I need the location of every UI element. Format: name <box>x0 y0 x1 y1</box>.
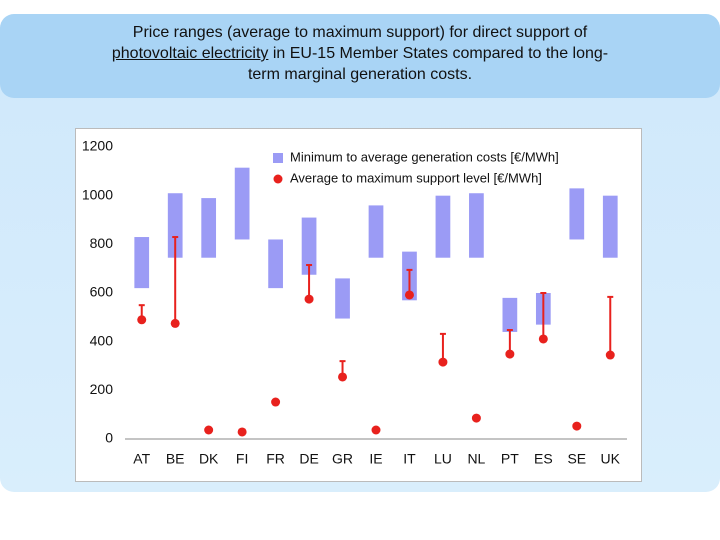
x-tick-label: BE <box>166 451 185 467</box>
range-bar <box>502 297 518 332</box>
y-tick-label: 1200 <box>82 138 113 154</box>
y-tick-label: 200 <box>90 381 114 397</box>
range-bar <box>268 239 283 289</box>
range-bar <box>602 195 618 258</box>
dot <box>237 427 247 437</box>
dot <box>271 397 281 407</box>
dot <box>572 421 582 431</box>
dot <box>204 425 214 435</box>
dot <box>137 315 147 325</box>
legend-marker <box>273 153 283 163</box>
x-tick-label: SE <box>567 451 586 467</box>
x-tick-label: GR <box>332 451 353 467</box>
x-tick-label: DE <box>299 451 318 467</box>
title-box: Price ranges (average to maximum support… <box>0 14 720 98</box>
title-underlined: photovoltaic electricity <box>111 45 269 62</box>
range-bar <box>469 193 484 258</box>
legend-marker <box>273 174 283 184</box>
dot <box>304 294 314 304</box>
x-tick-label: IE <box>369 451 382 467</box>
range-bar <box>167 193 183 258</box>
y-tick-label: 400 <box>90 332 114 348</box>
x-tick-label: PT <box>501 451 519 467</box>
dot <box>371 425 381 435</box>
title-line: term marginal generation costs. <box>247 66 473 83</box>
dot <box>505 349 515 359</box>
legend-label: Minimum to average generation costs [€/M… <box>290 149 559 164</box>
y-tick-label: 0 <box>105 430 113 446</box>
dot <box>170 318 180 328</box>
y-tick-label: 600 <box>90 284 114 300</box>
legend-label: Average to maximum support level [€/MWh] <box>290 170 542 185</box>
dot <box>438 357 448 367</box>
dot <box>338 372 348 382</box>
range-bar <box>368 205 384 258</box>
x-tick-label: AT <box>133 451 150 467</box>
dot <box>605 350 615 360</box>
range-bar <box>301 217 317 275</box>
x-tick-label: IT <box>403 451 416 467</box>
x-tick-label: DK <box>199 451 219 467</box>
dot <box>538 334 548 344</box>
x-tick-label: NL <box>467 451 485 467</box>
range-bar <box>201 198 217 258</box>
y-tick-label: 1000 <box>82 186 113 202</box>
title-line: Price ranges (average to maximum support… <box>132 24 588 41</box>
range-bar <box>435 195 451 258</box>
dot <box>471 413 481 423</box>
title-line: photovoltaic electricity in EU-15 Member… <box>0 43 720 64</box>
x-tick-label: UK <box>601 451 621 467</box>
title-text: in EU-15 Member States compared to the l… <box>272 45 609 62</box>
dot <box>404 290 414 300</box>
range-bar <box>335 278 350 319</box>
x-tick-label: ES <box>534 451 553 467</box>
y-tick-label: 800 <box>90 235 114 251</box>
x-tick-label: FR <box>266 451 285 467</box>
x-tick-label: FI <box>236 451 248 467</box>
x-tick-label: LU <box>434 451 452 467</box>
range-bar <box>134 237 150 289</box>
range-bar <box>569 188 585 240</box>
range-bar <box>234 167 250 240</box>
